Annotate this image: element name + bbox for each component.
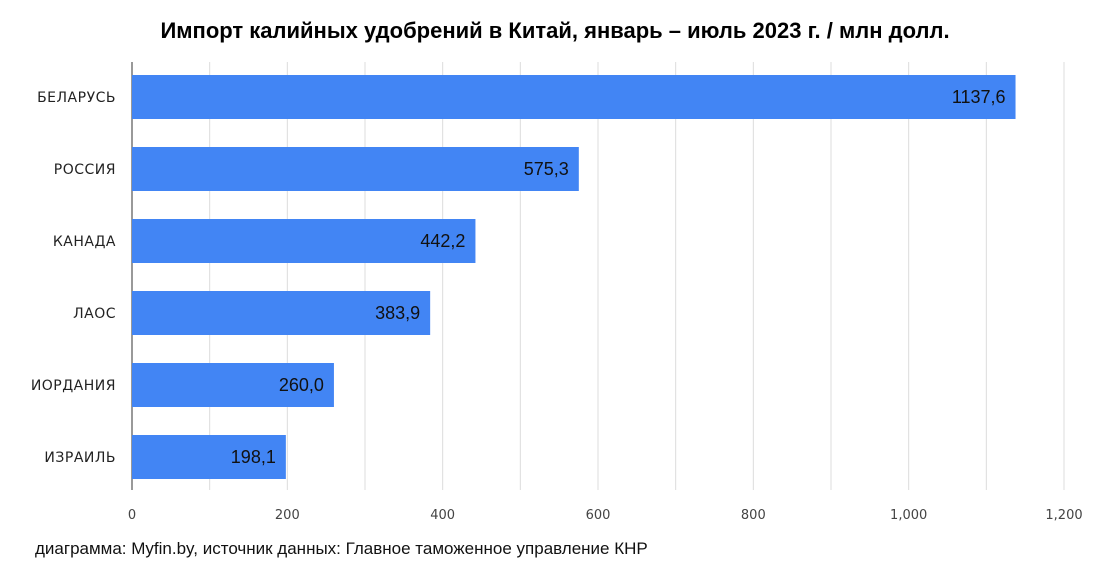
bar — [132, 363, 334, 407]
data-label: 575,3 — [524, 159, 569, 179]
x-tick-label: 200 — [275, 508, 300, 523]
x-axis-tick-labels: 0 200 400 600 800 1,000 1,200 — [128, 508, 1083, 523]
bar — [132, 147, 579, 191]
bar — [132, 291, 431, 335]
bar — [132, 75, 1016, 119]
data-label: 442,2 — [420, 231, 465, 251]
category-label: ИОРДАНИЯ — [31, 378, 116, 394]
x-tick-label: 800 — [741, 508, 766, 523]
category-label: ЛАОС — [73, 306, 116, 322]
x-tick-label: 400 — [430, 508, 455, 523]
data-label: 198,1 — [231, 447, 276, 467]
x-tick-label: 1,000 — [890, 508, 927, 523]
x-tick-label: 600 — [586, 508, 611, 523]
x-tick-label: 1,200 — [1045, 508, 1082, 523]
category-label: БЕЛАРУСЬ — [37, 90, 116, 106]
data-label: 1137,6 — [952, 87, 1006, 107]
value-labels: 1137,6 575,3 442,2 383,9 260,0 198,1 — [231, 87, 1006, 467]
x-tick-label: 0 — [128, 508, 136, 523]
source-note: диаграмма: Myfin.by, источник данных: Гл… — [35, 539, 648, 558]
gridlines — [131, 62, 1065, 490]
data-label: 260,0 — [279, 375, 324, 395]
data-label: 383,9 — [375, 303, 420, 323]
category-label: ИЗРАИЛЬ — [44, 450, 116, 466]
bar — [132, 435, 286, 479]
category-labels: БЕЛАРУСЬ РОССИЯ КАНАДА ЛАОС ИОРДАНИЯ ИЗРАИЛЬ — [31, 90, 116, 466]
bars — [132, 75, 1016, 479]
category-label: РОССИЯ — [54, 162, 116, 178]
bar — [132, 219, 476, 263]
category-label: КАНАДА — [53, 234, 116, 250]
chart-title: Импорт калийных удобрений в Китай, январ… — [160, 18, 949, 43]
